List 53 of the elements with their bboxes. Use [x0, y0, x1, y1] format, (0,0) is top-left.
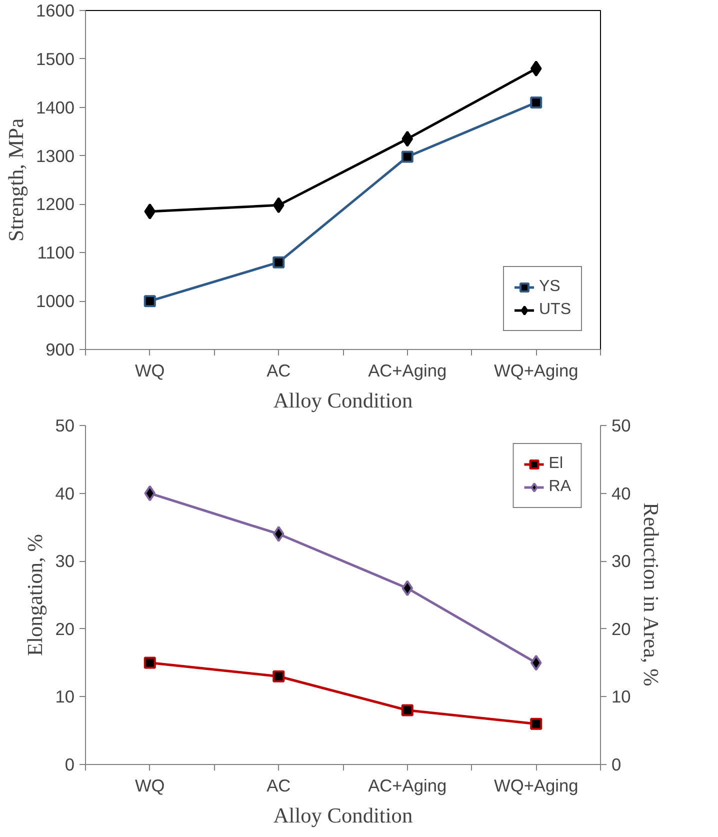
point: [530, 718, 542, 730]
x-tick-label: AC+Aging: [368, 360, 447, 380]
point: [272, 526, 284, 542]
y-tick-label: 40: [55, 483, 75, 504]
y2-axis-title: Reduction in Area, %: [638, 502, 663, 686]
x-tick-label: AC: [266, 360, 291, 380]
y2-tick-label: 40: [612, 483, 631, 504]
y-tick-label: 50: [55, 416, 75, 436]
point: [272, 670, 285, 682]
y-tick-label: 1500: [36, 48, 75, 69]
x-axis-title: Alloy Condition: [273, 388, 413, 412]
y-tick-label: 1600: [36, 0, 75, 20]
point: [144, 295, 156, 308]
y-tick-label: 1400: [36, 97, 75, 118]
legend-label: RA: [548, 478, 571, 496]
y2-tick-label: 30: [612, 551, 631, 572]
x-tick-label: WQ: [134, 776, 165, 796]
legend-label: El: [548, 455, 564, 473]
y-tick-label: 30: [55, 551, 75, 572]
y-tick-label: 1100: [37, 242, 75, 263]
point: [144, 203, 156, 220]
y-axis-title: Strength, MPa: [4, 118, 28, 242]
legend-label: UTS: [539, 301, 571, 319]
point: [530, 96, 542, 109]
y-tick-label: 20: [55, 618, 75, 639]
legend-label: YS: [539, 278, 560, 296]
point: [401, 150, 414, 163]
x-tick-label: WQ+Aging: [494, 360, 578, 380]
x-tick-label: AC: [266, 776, 291, 796]
x-tick-label: AC+Aging: [368, 776, 447, 796]
x-tick-label: WQ: [134, 360, 165, 380]
point: [530, 60, 542, 77]
point: [530, 654, 542, 671]
y2-tick-label: 0: [612, 754, 622, 774]
point: [401, 704, 414, 716]
point: [144, 485, 156, 502]
y2-tick-label: 50: [612, 416, 631, 436]
y2-tick-label: 20: [612, 618, 631, 639]
y-tick-label: 900: [46, 340, 75, 360]
y-tick-label: 0: [64, 754, 75, 774]
y-tick-label: 1000: [36, 291, 75, 312]
y2-tick-label: 10: [612, 686, 631, 707]
x-tick-label: WQ+Aging: [494, 776, 578, 796]
point: [402, 130, 414, 147]
point: [402, 580, 414, 596]
y-tick-label: 1300: [36, 146, 75, 166]
point: [144, 656, 156, 669]
y-tick-label: 10: [55, 686, 75, 707]
point: [272, 256, 285, 268]
y-tick-label: 1200: [36, 194, 75, 214]
point: [272, 197, 284, 214]
x-axis-title: Alloy Condition: [273, 804, 413, 828]
y-axis-title: Elongation, %: [23, 534, 48, 656]
